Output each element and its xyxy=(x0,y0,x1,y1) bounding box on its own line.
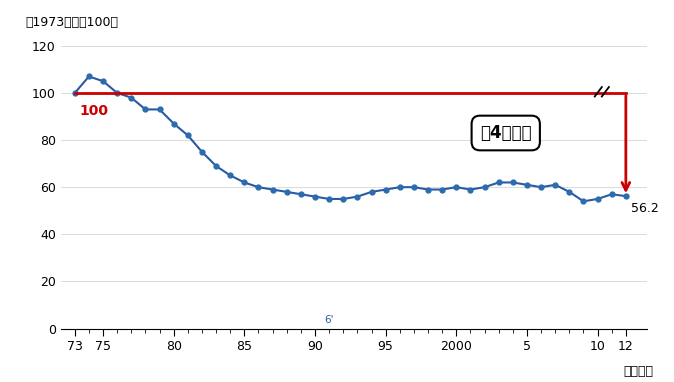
Text: 100: 100 xyxy=(79,104,108,118)
Text: （年度）: （年度） xyxy=(623,365,653,378)
Text: 約4割改善: 約4割改善 xyxy=(480,124,532,142)
Text: 56.2: 56.2 xyxy=(632,202,659,215)
Text: 6': 6' xyxy=(324,315,334,325)
Text: （1973年度＝100）: （1973年度＝100） xyxy=(26,16,119,29)
